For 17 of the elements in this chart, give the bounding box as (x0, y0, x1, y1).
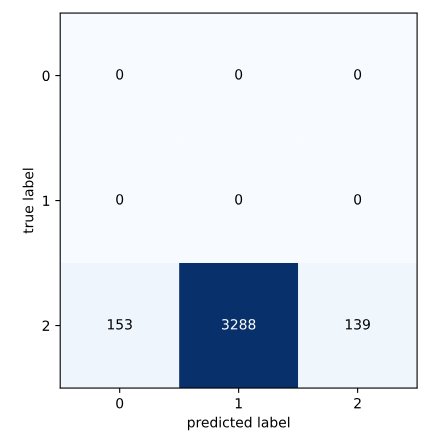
data-label: 0 (354, 69, 362, 80)
x-tick-label: 2 (354, 398, 361, 408)
y-axis-title: true label (22, 168, 34, 234)
y-tick-label: 2 (42, 320, 50, 331)
data-label: 0 (235, 194, 242, 205)
x-tick-label: 0 (116, 398, 124, 409)
data-label: 3288 (222, 319, 256, 330)
data-label: 0 (354, 194, 362, 205)
data-label: 153 (108, 319, 132, 330)
y-tick-label: 0 (42, 70, 50, 82)
data-label: 0 (116, 69, 124, 80)
data-label: 0 (235, 69, 242, 80)
data-label: 0 (116, 194, 124, 205)
data-label: 139 (346, 319, 370, 330)
x-axis-title: predicted label (188, 416, 290, 430)
x-tick-label: 1 (236, 398, 242, 408)
y-tick-label: 1 (43, 196, 50, 206)
